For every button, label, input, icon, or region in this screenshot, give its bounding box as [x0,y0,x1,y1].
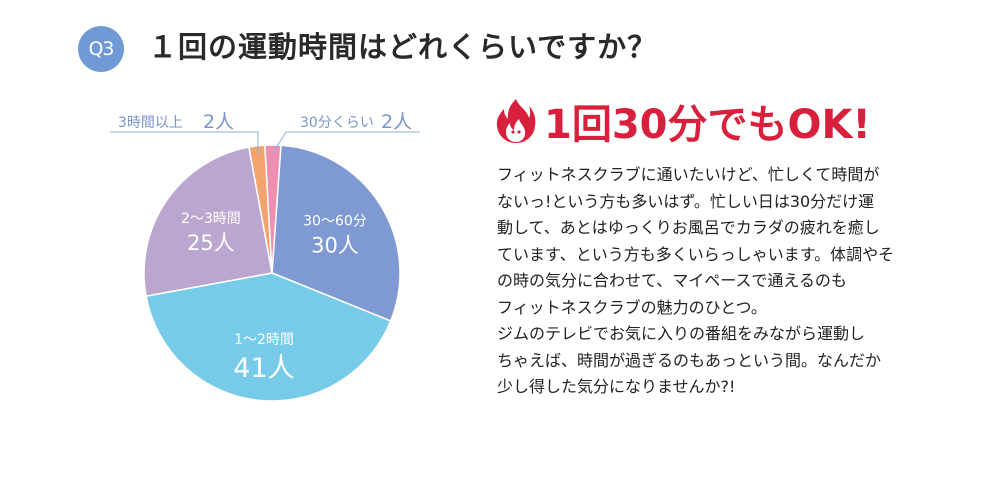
callout-line [110,131,259,154]
pie-slice [143,146,273,297]
callout-value: 2人 [203,111,234,133]
flame-icon [496,99,536,143]
pie-slices [143,144,401,402]
slice-value: 41人 [233,353,294,384]
slice-value: 30人 [311,234,359,258]
slice-label: 1〜2時間 [234,332,294,348]
pie-slice [145,272,392,402]
body-line: 少し得した気分になりませんか?! [497,377,736,396]
callout-line [272,131,420,154]
pie-slice-labels: 30〜60分 30人 1〜2時間 41人 2〜3時間 25人 [181,211,367,384]
body-line: フィットネスクラブの魅力のひとつ。 [497,297,767,317]
body-line: ちゃえば、時間が過ぎるのもあっという間。なんだか [497,350,882,370]
question-badge: Q3 [78,26,124,72]
body-line: ないっ!という方も多いはず。忙しい日は30分だけ運 [497,191,875,211]
callout-label: 30分くらい [300,115,374,131]
slice-label: 30〜60分 [303,214,367,230]
body-line: 動して、あとはゆっくりお風呂でカラダの疲れを癒し [497,218,880,237]
body-line: フィットネスクラブに通いたいけど、忙しくて時間が [497,165,880,184]
body-text: フィットネスクラブに通いたいけど、忙しくて時間が ないっ!という方も多いはず。忙… [497,162,927,401]
callout-value: 2人 [381,111,412,133]
headline-text: 1回30分でもOK! [544,102,871,148]
pie-callouts: 3時間以上 2人 30分くらい 2人 [110,111,420,154]
body-line: の時の気分に合わせて、マイペースで通えるのも [497,271,847,290]
slice-label: 2〜3時間 [181,211,241,227]
callout-label: 3時間以上 [118,115,183,131]
page-title: １回の運動時間はどれくらいですか？ [148,30,658,64]
slice-value: 25人 [187,231,235,255]
body-line: ています、という方も多くいらっしゃいます。体調やそ [497,244,895,264]
pie-slice [264,144,282,274]
pie-slice [271,144,401,322]
pie-chart: 30〜60分 30人 1〜2時間 41人 2〜3時間 25人 3時間以上 2人 30分くらい 2… [110,111,420,402]
body-line: ジムのテレビでお気に入りの番組をみながら運動し [497,324,866,343]
question-badge-label: Q3 [88,38,114,60]
headline: 1回30分でもOK! [496,92,871,150]
